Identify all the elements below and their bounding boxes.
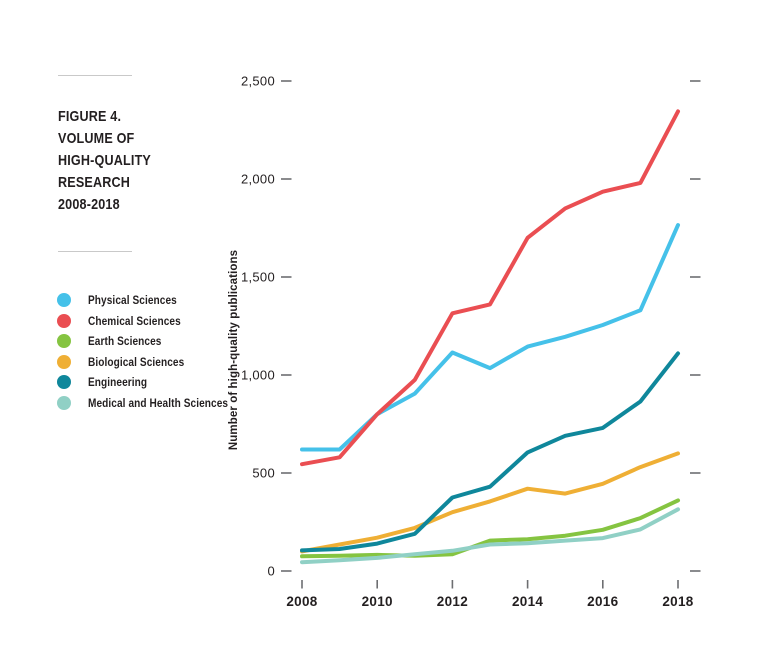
figure-title-line: HIGH-QUALITY — [58, 152, 152, 169]
legend-item: Earth Sciences — [57, 331, 255, 352]
legend-label: Biological Sciences — [88, 354, 185, 369]
legend-item: Engineering — [57, 372, 255, 393]
series-line-medical-and-health-sciences — [300, 507, 680, 565]
x-tick-label: 2014 — [512, 594, 543, 609]
figure-title: FIGURE 4. VOLUME OF HIGH-QUALITY RESEARC… — [58, 106, 151, 216]
series-line-earth-sciences — [300, 498, 680, 559]
series-line-chemical-sciences — [300, 109, 680, 467]
legend-dot-physical-sciences — [57, 293, 71, 308]
chart-legend: Physical Sciences Chemical Sciences Eart… — [57, 290, 255, 413]
legend-dot-earth-sciences — [57, 334, 71, 349]
legend-item: Medical and Health Sciences — [57, 393, 255, 414]
y-tick-label: 1,500 — [241, 270, 275, 285]
series-line-biological-sciences — [300, 451, 680, 554]
legend-label: Medical and Health Sciences — [88, 395, 229, 410]
legend-dot-chemical-sciences — [57, 313, 71, 328]
legend-item: Biological Sciences — [57, 352, 255, 373]
y-tick-label: 2,500 — [241, 74, 275, 89]
legend-dot-medical-and-health-sciences — [57, 395, 71, 410]
top-separator-line — [58, 75, 132, 76]
x-tick-label: 2010 — [362, 594, 393, 609]
x-tick-label: 2008 — [286, 594, 317, 609]
figure-title-line: 2008-2018 — [58, 196, 120, 213]
legend-dot-biological-sciences — [57, 354, 71, 369]
legend-label: Chemical Sciences — [88, 313, 181, 328]
x-tick-label: 2012 — [437, 594, 468, 609]
legend-item: Physical Sciences — [57, 290, 255, 311]
x-tick-label: 2016 — [587, 594, 618, 609]
legend-separator-line — [58, 251, 132, 252]
legend-label: Physical Sciences — [88, 293, 177, 308]
y-tick-label: 2,000 — [241, 172, 275, 187]
legend-dot-engineering — [57, 375, 71, 390]
figure-title-line: RESEARCH — [58, 174, 131, 191]
x-tick-label: 2018 — [662, 594, 693, 609]
y-tick-label: 1,000 — [241, 368, 275, 383]
figure-title-line: VOLUME OF — [58, 130, 135, 147]
y-tick-label: 0 — [267, 564, 275, 579]
legend-item: Chemical Sciences — [57, 311, 255, 332]
legend-label: Earth Sciences — [88, 334, 162, 349]
y-tick-label: 500 — [252, 466, 275, 481]
legend-label: Engineering — [88, 375, 148, 390]
figure-number: FIGURE 4. — [58, 108, 122, 125]
series-line-engineering — [300, 351, 680, 553]
